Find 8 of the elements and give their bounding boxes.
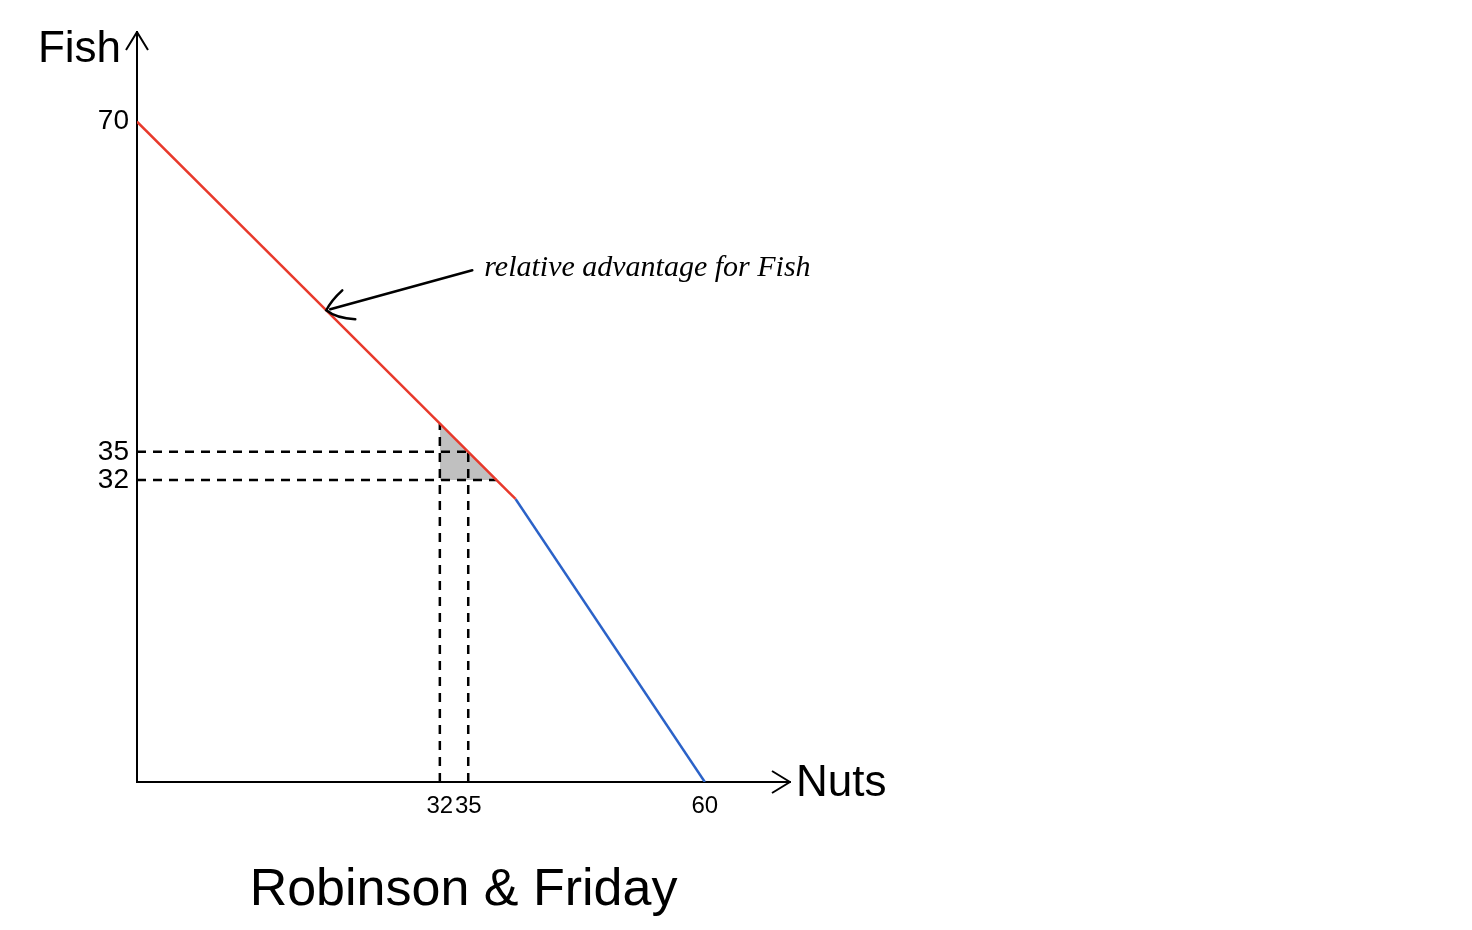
text: Robinson & Friday	[249, 858, 678, 916]
x-tick-label: 60	[691, 791, 719, 819]
x-tick-label: 32	[426, 791, 454, 819]
y-axis-title: Fish	[37, 22, 121, 71]
annotation: relative advantage for Fish	[484, 249, 811, 283]
x-tick-label: 35	[454, 791, 482, 819]
x-axis-title: Nuts	[796, 756, 887, 805]
y-tick-label: 70	[97, 104, 129, 136]
